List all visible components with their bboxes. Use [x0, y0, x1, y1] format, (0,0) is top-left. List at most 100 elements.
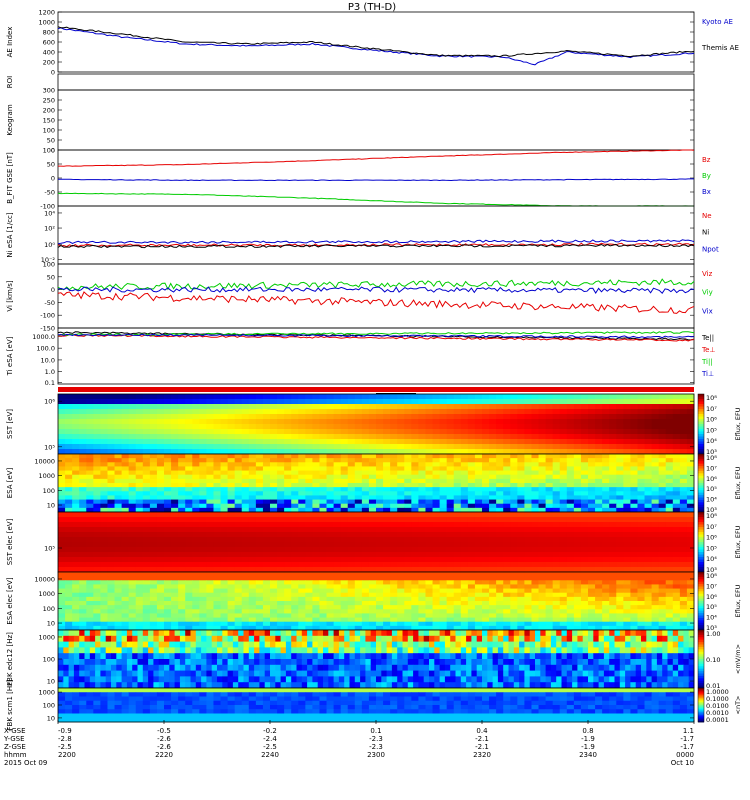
spectrogram-esa-elec-cell: [121, 617, 130, 623]
spectrogram-sst-elec-cell: [552, 557, 561, 563]
spectrogram-esa-elec-cell: [397, 625, 405, 631]
legend-ti-0: Te||: [701, 334, 714, 342]
spectrogram-sst-ion-cell: [595, 429, 603, 435]
spectrogram-esa-ion-cell: [651, 483, 660, 488]
spectrogram-sst-elec-cell: [164, 522, 172, 528]
spectrogram-esa-elec-cell: [234, 576, 243, 581]
spectrogram-esa-ion-cell: [510, 499, 518, 505]
spectrogram-esa-elec-cell: [453, 596, 462, 602]
spectrogram-esa-ion-cell: [453, 491, 462, 496]
spectrogram-sst-ion-cell: [241, 414, 250, 420]
legend-ti-1: Te⊥: [701, 346, 716, 354]
spectrogram-sst-elec-cell: [220, 562, 228, 568]
spectrogram-esa-ion-cell: [588, 487, 596, 492]
spectrogram-sst-ion-cell: [135, 434, 144, 440]
spectrogram-esa-ion-cell: [156, 495, 165, 500]
spectrogram-sst-elec-cell: [439, 512, 448, 518]
spectrogram-esa-ion-cell: [361, 454, 370, 459]
spectrogram-sst-elec-cell: [637, 562, 645, 568]
spectrogram-esa-elec-cell: [121, 576, 130, 581]
spectrogram-sst-ion-cell: [418, 424, 426, 430]
spectrogram-sst-ion-cell: [114, 449, 122, 455]
spectrogram-esa-elec-cell: [432, 592, 440, 598]
spectrogram-esa-elec-cell: [305, 572, 313, 577]
spectrogram-esa-elec-cell: [679, 576, 688, 581]
spectrogram-esa-ion-cell: [446, 470, 455, 476]
spectrogram-sst-ion-cell: [262, 414, 271, 420]
spectrogram-esa-elec-cell: [404, 588, 412, 594]
spectrogram-sst-elec-cell: [199, 522, 207, 528]
spectrogram-sst-ion-cell: [418, 434, 426, 440]
spectrogram-esa-ion-cell: [72, 495, 80, 500]
spectrogram-esa-ion-cell: [213, 491, 221, 496]
spectrogram-sst-elec-cell: [623, 532, 631, 538]
spectrogram-esa-elec-cell: [418, 609, 426, 614]
spectrogram-esa-elec-cell: [588, 613, 596, 618]
spectrogram-esa-ion-cell: [588, 454, 596, 459]
spectrogram-esa-ion-cell: [100, 478, 108, 484]
spectrogram-esa-elec-cell: [595, 613, 603, 618]
spectrogram-esa-ion-cell: [672, 466, 681, 471]
spectrogram-esa-elec-cell: [241, 609, 250, 614]
spectrogram-sst-ion-cell: [609, 424, 617, 430]
spectrogram-esa-elec-cell: [630, 613, 638, 618]
spectrogram-esa-elec-cell: [453, 580, 462, 585]
spectrogram-esa-elec-cell: [517, 613, 525, 618]
colorbar-esa-ion-cell: [698, 458, 704, 462]
spectrogram-esa-elec-cell: [93, 617, 101, 623]
spectrogram-sst-elec-cell: [566, 522, 575, 528]
spectrogram-esa-ion-cell: [482, 499, 490, 505]
spectrogram-esa-elec-cell: [340, 580, 349, 585]
spectrogram-sst-elec-cell: [361, 522, 370, 528]
spectrogram-esa-ion-cell: [142, 458, 151, 463]
spectrogram-esa-ion-cell: [100, 470, 108, 476]
spectrogram-sst-ion-cell: [270, 409, 278, 415]
spectrogram-esa-elec-cell: [171, 588, 179, 594]
spectrogram-sst-elec-cell: [227, 522, 236, 528]
spectrogram-esa-ion-cell: [538, 499, 546, 505]
spectrogram-sst-elec-cell: [425, 562, 433, 568]
spectrogram-esa-elec-cell: [630, 617, 638, 623]
spectrogram-sst-elec-cell: [156, 512, 165, 518]
spectrogram-sst-elec-cell: [178, 512, 186, 518]
spectrogram-esa-ion-cell: [72, 507, 80, 513]
spectrogram-esa-ion-cell: [178, 458, 186, 463]
spectrogram-esa-elec-cell: [326, 592, 334, 598]
spectrogram-esa-ion-cell: [326, 491, 334, 496]
spectrogram-esa-elec-cell: [496, 592, 504, 598]
spectrogram-esa-elec-cell: [489, 596, 497, 602]
spectrogram-sst-ion-cell: [517, 439, 525, 445]
spectrogram-sst-ion-cell: [496, 399, 504, 405]
spectrogram-esa-elec-cell: [291, 596, 299, 602]
spectrogram-esa-ion-cell: [552, 454, 561, 459]
spectrogram-esa-elec-cell: [135, 584, 144, 589]
spectrogram-sst-ion-cell: [164, 404, 172, 410]
spectrogram-esa-elec-cell: [524, 596, 532, 602]
spectrogram-esa-ion-cell: [93, 454, 101, 459]
spectrogram-sst-ion-cell: [206, 404, 214, 410]
spectrogram-sst-elec-cell: [142, 537, 151, 543]
spectrogram-esa-elec-cell: [213, 572, 221, 577]
spectrogram-esa-elec-cell: [58, 580, 66, 585]
spectrogram-sst-elec-cell: [305, 532, 313, 538]
spectrogram-esa-elec-cell: [559, 621, 568, 627]
spectrogram-sst-ion-cell: [298, 434, 306, 440]
spectrogram-sst-elec-cell: [128, 537, 137, 543]
spectrogram-sst-elec-cell: [79, 512, 87, 518]
spectrogram-esa-elec-cell: [178, 572, 186, 577]
spectrogram-esa-elec-cell: [474, 580, 483, 585]
panel-ti-ytick: 1000.0: [32, 333, 55, 341]
spectrogram-esa-elec-cell: [559, 576, 568, 581]
spectrogram-esa-elec-cell: [510, 596, 518, 602]
spectrogram-sst-elec-cell: [121, 562, 130, 568]
spectrogram-esa-ion-cell: [298, 503, 306, 509]
spectrogram-esa-ion-cell: [65, 474, 73, 480]
spectrogram-esa-ion-cell: [86, 458, 94, 463]
spectrogram-sst-ion-cell: [545, 414, 554, 420]
spectrogram-sst-elec-cell: [178, 552, 186, 558]
spectrogram-esa-ion-cell: [644, 462, 652, 467]
spectrogram-esa-ion-cell: [347, 499, 356, 505]
spectrogram-sst-ion-cell: [418, 394, 426, 400]
spectrogram-sst-elec-cell: [545, 547, 554, 553]
spectrogram-sst-ion-cell: [432, 419, 440, 425]
